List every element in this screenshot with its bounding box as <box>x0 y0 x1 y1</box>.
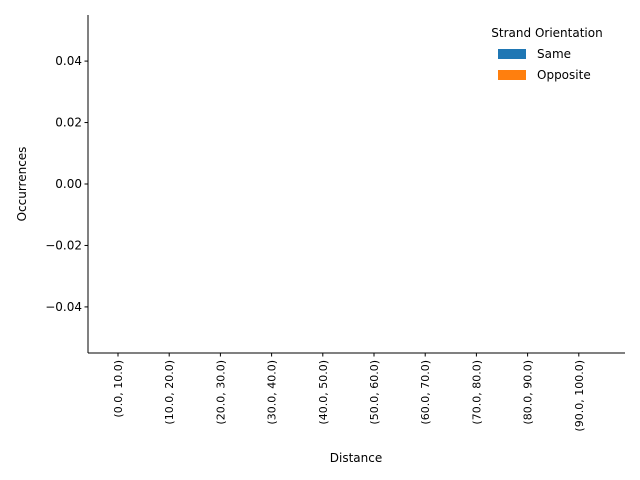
x-tick-label: (80.0, 90.0) <box>522 360 535 425</box>
y-tick-label: 0.00 <box>55 177 82 191</box>
legend-swatch-same <box>498 49 526 59</box>
x-tick-label: (40.0, 50.0) <box>317 360 330 425</box>
x-tick-label: (60.0, 70.0) <box>419 360 432 425</box>
y-axis-label: Occurrences <box>15 147 29 222</box>
x-tick-label: (20.0, 30.0) <box>214 360 227 425</box>
y-tick-label: −0.04 <box>45 300 82 314</box>
legend-title: Strand Orientation <box>491 26 602 40</box>
x-tick-label: (50.0, 60.0) <box>368 360 381 425</box>
legend: Strand Orientation Same Opposite <box>491 26 602 82</box>
x-tick-label: (10.0, 20.0) <box>163 360 176 425</box>
x-tick-label: (30.0, 40.0) <box>266 360 279 425</box>
y-tick-label: 0.04 <box>55 54 82 68</box>
y-tick-label: −0.02 <box>45 238 82 252</box>
y-axis: 0.04 0.02 0.00 −0.02 −0.04 <box>45 15 89 353</box>
legend-label: Same <box>537 47 571 61</box>
x-axis: (0.0, 10.0) (10.0, 20.0) (20.0, 30.0) (30.0… <box>88 352 625 432</box>
legend-label: Opposite <box>537 68 591 82</box>
y-tick-label: 0.02 <box>55 116 82 130</box>
x-tick-label: (70.0, 80.0) <box>470 360 483 425</box>
x-tick-label: (0.0, 10.0) <box>112 360 125 418</box>
legend-swatch-opposite <box>498 70 526 80</box>
x-axis-label: Distance <box>330 451 382 465</box>
x-tick-label: (90.0, 100.0) <box>573 360 586 432</box>
